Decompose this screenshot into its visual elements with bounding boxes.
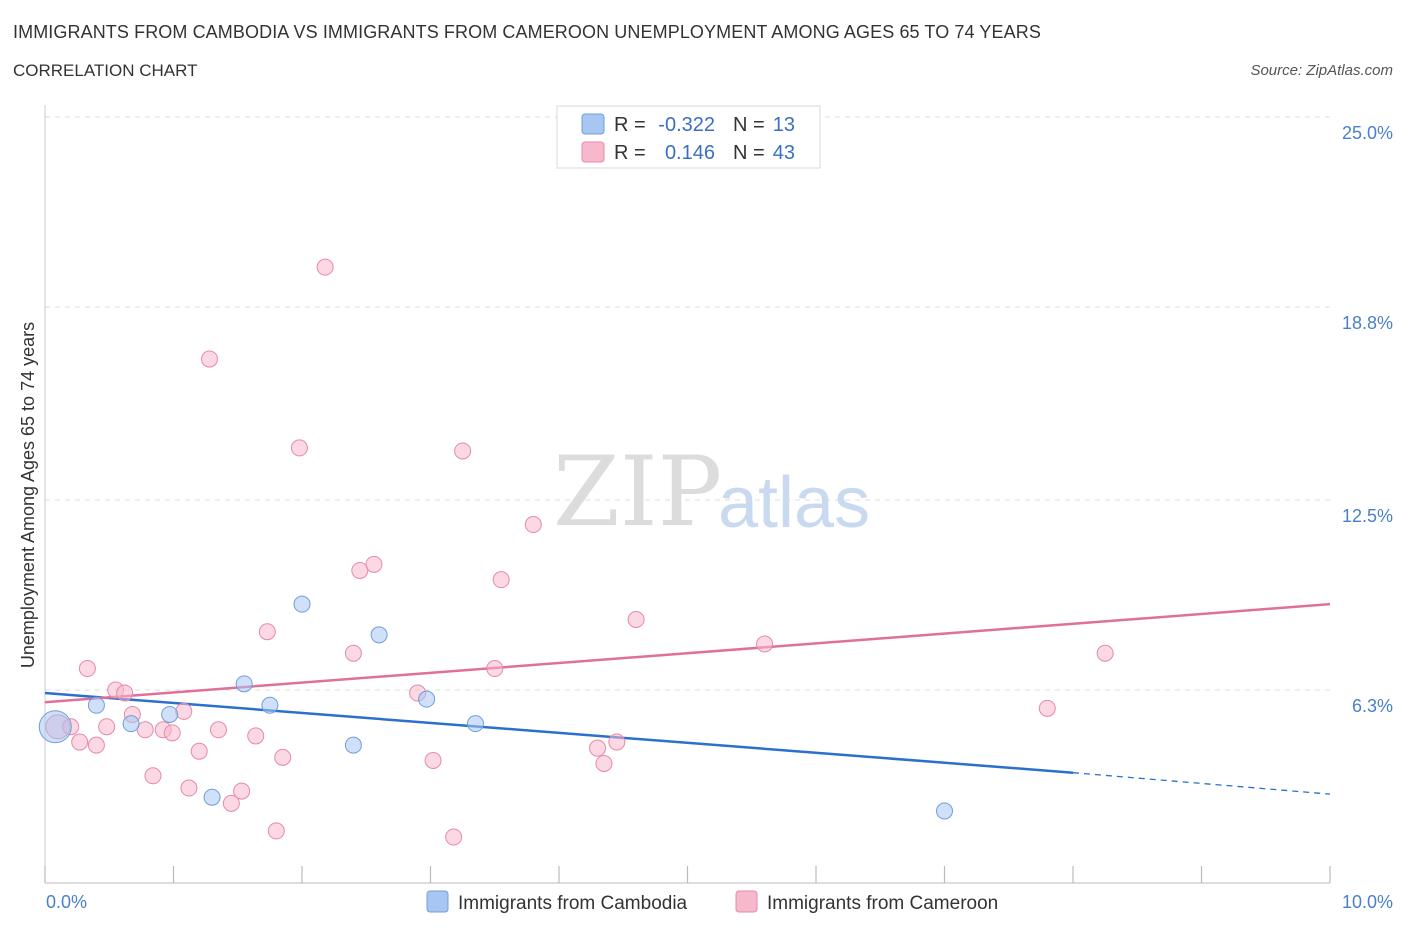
- data-point: [203, 788, 221, 806]
- data-point: [454, 442, 472, 460]
- legend-r-label: R =: [614, 142, 646, 164]
- series-legend-label-cambodia: Immigrants from Cambodia: [458, 893, 688, 914]
- legend-n-value-cambodia: 13: [773, 114, 795, 136]
- data-point: [87, 736, 105, 754]
- data-point: [161, 705, 179, 723]
- data-point: [344, 736, 362, 754]
- watermark: ZIP atlas: [553, 436, 870, 548]
- data-point: [608, 733, 626, 751]
- data-point: [466, 715, 484, 733]
- series-legend-swatch-cambodia: [426, 890, 449, 913]
- data-point: [190, 742, 208, 760]
- data-point: [756, 635, 774, 653]
- legend-n-value-cameroon: 43: [773, 142, 795, 164]
- data-point: [258, 623, 276, 641]
- legend-n-label: N =: [733, 114, 765, 136]
- data-point: [370, 626, 388, 644]
- data-point: [418, 690, 436, 708]
- data-point: [1038, 699, 1056, 717]
- data-point: [136, 721, 154, 739]
- data-point: [365, 555, 383, 573]
- data-point: [209, 721, 227, 739]
- data-point: [627, 610, 645, 628]
- y-tick-label: 12.5%: [1342, 506, 1393, 526]
- legend-swatch-cambodia: [581, 113, 605, 135]
- y-axis-label: Unemployment Among Ages 65 to 74 years: [18, 322, 38, 668]
- data-point: [595, 755, 613, 773]
- data-point: [492, 571, 510, 589]
- legend-swatch-cameroon: [581, 141, 605, 163]
- data-point: [87, 696, 105, 714]
- data-point: [445, 828, 463, 846]
- data-point: [274, 748, 292, 766]
- chart-subtitle: CORRELATION CHART: [13, 61, 198, 80]
- data-point: [1096, 644, 1114, 662]
- data-point: [200, 350, 218, 368]
- x-tick-label: 0.0%: [46, 892, 87, 912]
- legend-r-value-cambodia: -0.322: [658, 114, 715, 136]
- data-point: [290, 439, 308, 457]
- watermark-zip: ZIP: [553, 436, 722, 548]
- data-point: [316, 258, 334, 276]
- axes: [44, 105, 1331, 884]
- trend-line: [44, 602, 1331, 704]
- data-point: [163, 724, 181, 742]
- data-point: [267, 822, 285, 840]
- legend-n-label: N =: [733, 142, 765, 164]
- y-tick-label: 6.3%: [1352, 696, 1393, 716]
- y-tick-label: 18.8%: [1342, 313, 1393, 333]
- data-point: [98, 718, 116, 736]
- data-point: [38, 710, 72, 744]
- legend-r-label: R =: [614, 114, 646, 136]
- series-legend-label-cameroon: Immigrants from Cameroon: [767, 893, 998, 914]
- legend-box: R = -0.322 N = 13 R = 0.146 N = 43: [556, 105, 821, 169]
- trend-lines: [44, 602, 1331, 795]
- y-tick-labels: 6.3% 12.5% 18.8% 25.0%: [1342, 123, 1393, 716]
- data-point: [116, 684, 134, 702]
- data-point: [589, 739, 607, 757]
- chart-title: IMMIGRANTS FROM CAMBODIA VS IMMIGRANTS F…: [13, 22, 1041, 42]
- data-point: [424, 751, 442, 769]
- x-tick-label: 10.0%: [1342, 892, 1393, 912]
- series-legend-swatch-cameroon: [735, 890, 758, 913]
- legend-r-value-cameroon: 0.146: [665, 142, 715, 164]
- data-point: [351, 561, 369, 579]
- x-tick-labels: 0.0% 10.0%: [46, 892, 1393, 912]
- data-points: [38, 258, 1114, 846]
- series-legend: Immigrants from Cambodia Immigrants from…: [426, 890, 998, 914]
- data-point: [247, 727, 265, 745]
- data-point: [175, 702, 193, 720]
- trend-line-extension: [1072, 772, 1331, 795]
- data-point: [344, 644, 362, 662]
- data-point: [486, 660, 504, 678]
- data-point: [936, 802, 953, 820]
- data-point: [180, 779, 198, 797]
- source-label: Source: ZipAtlas.com: [1250, 62, 1393, 79]
- data-point: [233, 782, 251, 800]
- y-tick-label: 25.0%: [1342, 123, 1393, 143]
- data-point: [222, 794, 240, 812]
- data-point: [144, 767, 162, 785]
- data-point: [71, 733, 89, 751]
- watermark-atlas: atlas: [718, 463, 870, 543]
- data-point: [122, 715, 140, 733]
- trend-line: [44, 691, 1074, 774]
- gridlines: [45, 116, 1330, 691]
- data-point: [293, 595, 311, 613]
- data-point: [78, 660, 96, 678]
- data-point: [524, 516, 542, 534]
- data-point: [235, 675, 253, 693]
- data-point: [261, 696, 279, 714]
